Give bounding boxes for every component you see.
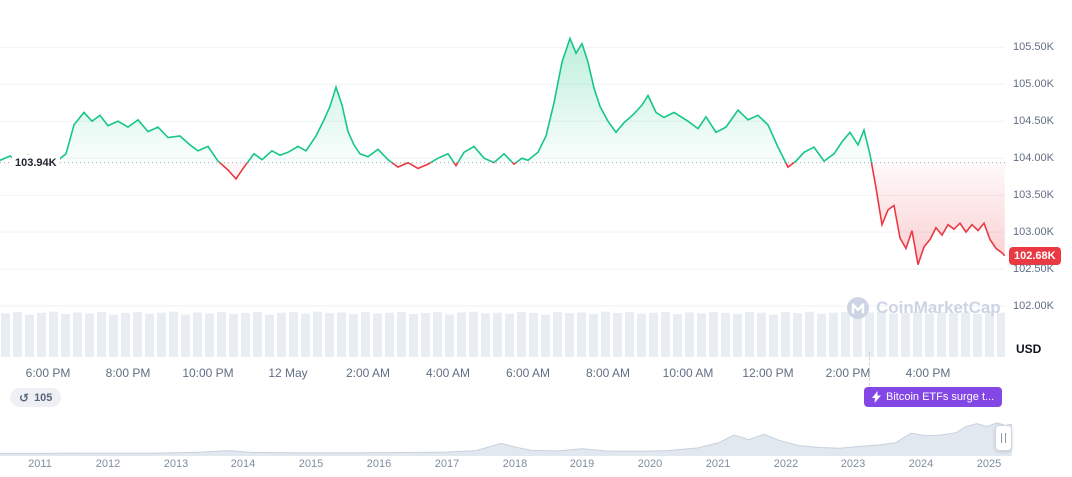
price-area-above-baseline — [0, 38, 1005, 163]
x-axis-label: 4:00 PM — [905, 366, 951, 380]
year-label: 2020 — [637, 458, 663, 470]
lightning-icon — [872, 391, 881, 403]
x-axis-label: 6:00 PM — [25, 366, 71, 380]
news-marker-line — [869, 352, 870, 386]
x-axis-label: 8:00 AM — [585, 366, 631, 380]
coinmarketcap-logo-icon — [847, 297, 869, 319]
y-axis-label: 104.00K — [1013, 152, 1054, 164]
y-axis-label: 104.50K — [1013, 115, 1054, 127]
x-axis-label: 6:00 AM — [505, 366, 551, 380]
year-label: 2024 — [908, 458, 934, 470]
price-line-red — [218, 162, 1005, 265]
x-axis-label: 12 May — [268, 366, 308, 380]
year-label: 2014 — [230, 458, 256, 470]
x-axis-label: 8:00 PM — [105, 366, 151, 380]
news-annotation-badge[interactable]: Bitcoin ETFs surge t... — [864, 387, 1003, 407]
price-line-green — [0, 36, 873, 163]
x-axis-label: 2:00 PM — [825, 366, 871, 380]
navigator-line — [0, 422, 1012, 454]
coinmarketcap-watermark: CoinMarketCap — [846, 296, 1001, 320]
year-label: 2019 — [569, 458, 595, 470]
year-axis: 2011 2012 2013 2014 2015 2016 2017 2018 2019 2020… — [0, 458, 1072, 474]
events-count-label: 105 — [34, 391, 53, 404]
y-axis-label: 102.00K — [1013, 300, 1054, 312]
x-axis-label: 4:00 AM — [425, 366, 471, 380]
year-label: 2017 — [434, 458, 460, 470]
price-chart[interactable] — [0, 0, 1005, 360]
year-label: 2025 — [976, 458, 1002, 470]
volume-bars — [1, 311, 1005, 357]
year-label: 2015 — [298, 458, 324, 470]
year-label: 2013 — [163, 458, 189, 470]
year-label: 2011 — [28, 458, 52, 470]
time-axis: 6:00 PM 8:00 PM 10:00 PM 12 May 2:00 AM 4:00 … — [0, 363, 1005, 383]
current-price-badge: 102.68K — [1009, 247, 1061, 265]
y-axis-label: 102.50K — [1013, 263, 1054, 275]
baseline-price-label: 103.94K — [12, 155, 60, 171]
events-count-badge[interactable]: ↺ 105 — [10, 388, 62, 407]
x-axis-label: 12:00 PM — [742, 366, 794, 380]
x-axis-label: 10:00 AM — [662, 366, 714, 380]
y-axis-label: 105.00K — [1013, 78, 1054, 90]
year-label: 2016 — [366, 458, 392, 470]
y-axis-label: 105.50K — [1013, 41, 1054, 53]
navigator-resize-handle[interactable] — [995, 425, 1012, 451]
year-label: 2021 — [705, 458, 731, 470]
y-axis-label: 103.50K — [1013, 189, 1054, 201]
watermark-text: CoinMarketCap — [876, 298, 1001, 317]
x-axis-label: 10:00 PM — [182, 366, 234, 380]
price-area-below-baseline — [219, 162, 1005, 265]
year-label: 2018 — [502, 458, 528, 470]
y-axis-label: 103.00K — [1013, 226, 1054, 238]
navigator-area — [0, 422, 1012, 456]
price-axis[interactable]: 102.68K USD 105.50K 105.00K 104.50K 104.00K… — [1005, 0, 1072, 360]
year-label: 2012 — [95, 458, 121, 470]
news-annotation-label: Bitcoin ETFs surge t... — [886, 391, 995, 403]
x-axis-label: 2:00 AM — [345, 366, 391, 380]
year-label: 2023 — [840, 458, 866, 470]
currency-label[interactable]: USD — [1016, 342, 1042, 356]
gridlines — [0, 46, 1005, 307]
range-navigator[interactable] — [0, 410, 1012, 458]
history-icon: ↺ — [19, 390, 30, 405]
year-label: 2022 — [773, 458, 799, 470]
